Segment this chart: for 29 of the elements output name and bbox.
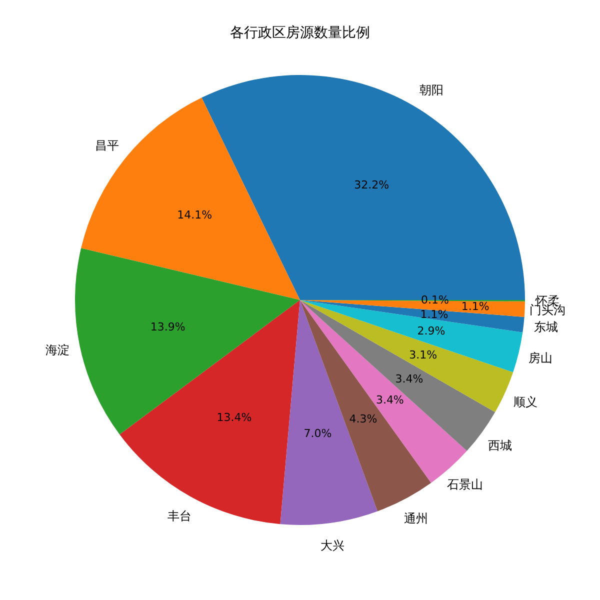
data-label: 4.3%: [349, 412, 378, 426]
data-label: 13.4%: [216, 410, 252, 424]
data-label: 32.2%: [354, 178, 390, 192]
slice-label: 丰台: [167, 509, 192, 524]
pie-slice: [120, 300, 300, 524]
slice-label: 房山: [528, 350, 553, 365]
slice-label: 顺义: [514, 394, 538, 409]
chart-title: 各行政区房源数量比例: [230, 25, 370, 41]
slice-label: 海淀: [46, 343, 70, 358]
slice-label: 通州: [404, 512, 428, 526]
data-label: 1.1%: [420, 308, 448, 321]
data-label: 7.0%: [304, 426, 332, 440]
data-label: 2.9%: [417, 324, 446, 338]
pie-slice: [81, 98, 300, 300]
data-label: 0.1%: [421, 293, 449, 306]
slice-label: 西城: [488, 438, 512, 452]
data-label: 14.1%: [177, 208, 212, 222]
data-label: 13.9%: [150, 320, 186, 334]
data-label: 3.1%: [409, 348, 438, 362]
slice-label: 朝阳: [419, 83, 444, 98]
data-label: 1.1%: [461, 300, 490, 314]
slice-label: 东城: [534, 320, 558, 334]
slice-label: 石景山: [446, 478, 483, 492]
pie-slice: [280, 300, 378, 525]
pie-slice: [75, 248, 300, 435]
data-label: 3.4%: [395, 372, 424, 386]
data-label: 3.4%: [376, 394, 404, 407]
slice-label: 大兴: [320, 538, 345, 552]
slice-label: 昌平: [94, 138, 119, 152]
